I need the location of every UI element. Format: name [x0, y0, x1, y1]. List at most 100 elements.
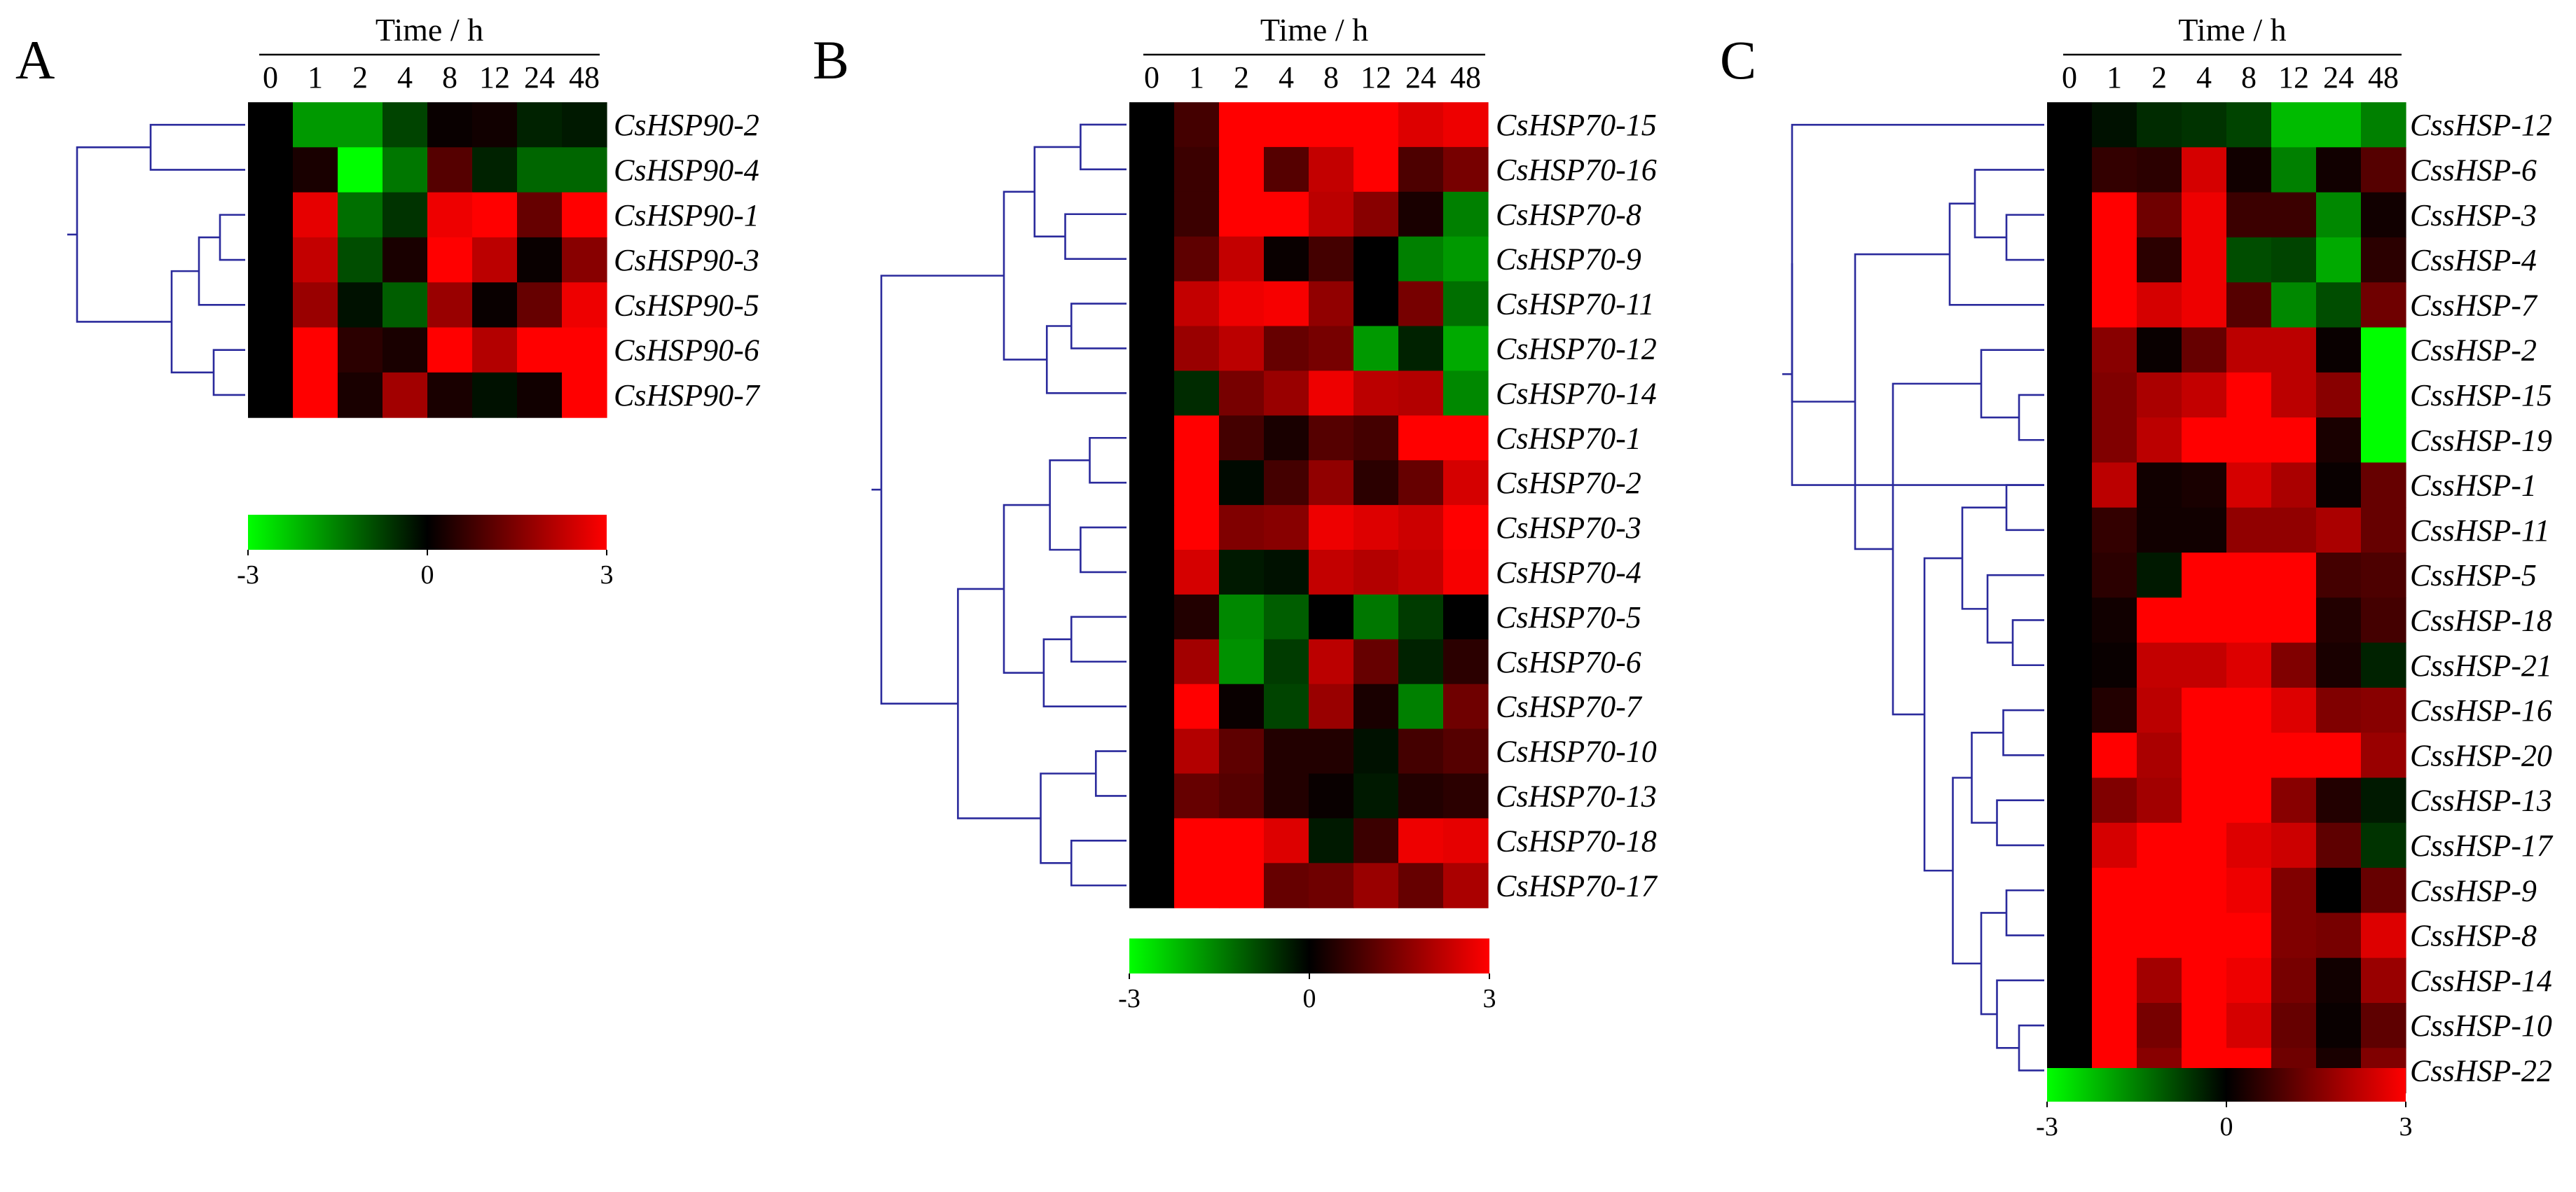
heatmap-cell [2047, 733, 2093, 779]
heatmap-cell [248, 282, 294, 328]
colorbar-label: 3 [2399, 1112, 2413, 1142]
column-tick-label: 2 [2151, 60, 2167, 95]
colorbar [248, 515, 607, 550]
heatmap-cell [1443, 505, 1489, 550]
heatmap-cell [2361, 553, 2406, 598]
heatmap-cell [1309, 281, 1354, 327]
heatmap-cell [1219, 594, 1265, 640]
heatmap-cell [1309, 550, 1354, 595]
heatmap-cell [2047, 687, 2093, 733]
heatmap-cell [1174, 684, 1220, 730]
heatmap-cell [1443, 818, 1489, 864]
heatmap-cell [1354, 281, 1399, 327]
heatmap-cell [1264, 594, 1309, 640]
row-label: CsHSP70-3 [1496, 511, 1641, 545]
heatmap-cell [2316, 733, 2362, 779]
heatmap-cell [2226, 507, 2272, 553]
heatmap-cell [2182, 192, 2227, 238]
heatmap-cell [472, 327, 518, 373]
heatmap-cell [1398, 146, 1444, 193]
heatmap-cell [2182, 822, 2227, 868]
row-label: CsHSP70-2 [1496, 466, 1641, 500]
heatmap-cell [2182, 957, 2227, 1004]
heatmap-cell [1309, 415, 1354, 461]
heatmap-cell [2361, 913, 2406, 959]
colorbar-label: -3 [1118, 984, 1141, 1013]
heatmap-cell [1174, 728, 1220, 775]
row-label: CsHSP70-7 [1496, 690, 1643, 724]
axis-title: Time / h [1260, 12, 1368, 48]
heatmap-cell [1443, 326, 1489, 371]
heatmap-cell [2271, 687, 2317, 733]
row-label: CsHSP90-5 [614, 288, 759, 322]
heatmap-cell [2137, 507, 2182, 553]
heatmap-cell [2182, 417, 2227, 463]
column-tick-label: 8 [442, 60, 457, 95]
column-tick-label: 0 [2062, 60, 2077, 95]
heatmap-cell [2137, 462, 2182, 508]
panel-label: A [15, 29, 55, 90]
column-tick-label: 12 [2278, 60, 2309, 95]
heatmap-cell [1129, 863, 1175, 908]
heatmap-cell [562, 282, 607, 328]
heatmap-cell [2316, 1003, 2362, 1048]
heatmap-cell [1129, 639, 1175, 685]
heatmap-cell [517, 102, 563, 148]
row-label: CssHSP-18 [2410, 603, 2552, 637]
heatmap-cell [2361, 372, 2406, 418]
heatmap-cell [1174, 550, 1220, 595]
heatmap-cell [1354, 460, 1399, 506]
axis-title: Time / h [2178, 12, 2286, 48]
column-tick-label: 0 [1144, 60, 1159, 95]
column-tick-label: 8 [1323, 60, 1339, 95]
row-label: CsHSP70-11 [1496, 287, 1655, 321]
column-tick-label: 48 [1450, 60, 1481, 95]
dendrogram-branch [1971, 731, 2004, 824]
dendrogram-branch [1070, 303, 1127, 349]
heatmap-cell [2182, 642, 2227, 688]
heatmap-cell [2316, 372, 2362, 418]
dendrogram-branch [1952, 777, 1981, 965]
heatmap-cell [1309, 460, 1354, 506]
heatmap-cell [1129, 102, 1175, 148]
heatmap-cell [1264, 191, 1309, 237]
dendrogram-branch [1791, 123, 2044, 403]
heatmap-cell [2182, 913, 2227, 959]
heatmap-cell [1219, 550, 1265, 595]
heatmap-cell [1309, 505, 1354, 550]
heatmap-cell [1443, 639, 1489, 685]
heatmap-cell [2137, 913, 2182, 959]
row-label: CsHSP90-6 [614, 333, 759, 368]
heatmap-cell [1443, 550, 1489, 595]
heatmap-cell [2137, 102, 2182, 148]
dendrogram-branch [1948, 202, 2044, 306]
heatmap-cell [1354, 863, 1399, 908]
column-tick-label: 4 [2196, 60, 2212, 95]
row-label: CsHSP70-14 [1496, 376, 1657, 410]
heatmap-cell [2182, 597, 2227, 644]
row-label: CsHSP90-7 [614, 378, 761, 413]
heatmap-cell [2271, 777, 2317, 824]
heatmap-cell [2361, 102, 2406, 148]
row-label: CssHSP-4 [2410, 243, 2537, 277]
colorbar [2047, 1068, 2406, 1102]
heatmap-cell [1174, 594, 1220, 640]
heatmap-cell [1219, 639, 1265, 685]
heatmap-cell [1219, 818, 1265, 864]
heatmap-cell [2226, 553, 2272, 598]
dendrogram-branch [170, 270, 214, 374]
heatmap-cell [2092, 822, 2137, 868]
heatmap-cell [472, 147, 518, 193]
heatmap-cell [1264, 415, 1309, 461]
heatmap-cell [383, 282, 428, 328]
heatmap-cell [293, 102, 338, 148]
row-label: CsHSP70-17 [1496, 868, 1658, 903]
heatmap-cell [562, 372, 607, 418]
heatmap-cell [383, 147, 428, 193]
heatmap-cell [2092, 102, 2137, 148]
heatmap-cell [2137, 553, 2182, 598]
heatmap-cell [1398, 550, 1444, 595]
heatmap-cell [248, 192, 294, 238]
row-label: CssHSP-5 [2410, 558, 2537, 592]
heatmap-cell [2182, 462, 2227, 508]
